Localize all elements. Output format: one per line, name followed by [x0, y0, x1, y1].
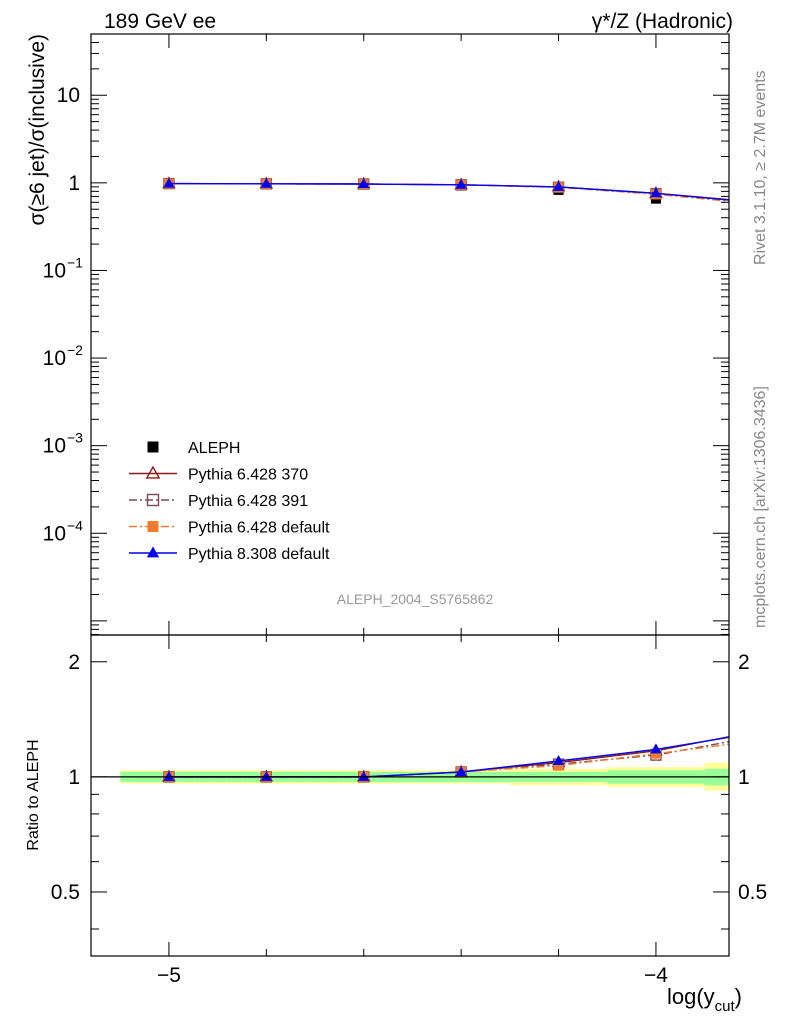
y-tick-label: 10	[43, 347, 66, 370]
ratio-series-2	[163, 736, 758, 782]
y-tick-label-exponent: −4	[67, 517, 83, 533]
header-left-label: 189 GeV ee	[104, 10, 216, 33]
series-line	[168, 182, 729, 201]
analysis-id-label: ALEPH_2004_S5765862	[337, 591, 494, 607]
legend-entry-1: Pythia 6.428 370	[129, 465, 308, 484]
ratio-data-point	[748, 732, 758, 742]
top-frame	[90, 33, 730, 636]
ratio-data-point	[553, 760, 564, 771]
data-point	[260, 177, 272, 188]
ratio-data-point	[748, 736, 758, 746]
ratio-data-point	[358, 770, 370, 781]
y-tick-label-exponent: −3	[67, 430, 83, 446]
legend-entry-3: Pythia 6.428 default	[129, 520, 330, 537]
data-point	[552, 180, 565, 191]
legend-label: ALEPH	[188, 440, 240, 457]
series-0	[163, 178, 661, 204]
top-y-axis-title: σ(≥6 jet)/σ(inclusive)	[26, 34, 49, 225]
legend-label: Pythia 6.428 default	[188, 520, 330, 537]
x-tick-label: −4	[644, 964, 668, 987]
ratio-y-tick-label: 0.5	[51, 881, 80, 904]
legend-entry-4: Pythia 8.308 default	[129, 546, 330, 563]
ratio-y-axis-title: Ratio to ALEPH	[25, 739, 42, 850]
series-3	[163, 178, 729, 202]
series-line	[168, 182, 729, 201]
ratio-data-point	[455, 766, 467, 776]
mcplots-label: mcplots.cern.ch [arXiv:1306.3436]	[752, 386, 769, 628]
rivet-version-label: Rivet 3.1.10, ≥ 2.7M events	[752, 70, 769, 265]
ratio-frame	[90, 634, 730, 957]
ratio-y-tick-label: 1	[68, 766, 80, 789]
ratio-data-point	[163, 770, 175, 781]
header-right-label: γ*/Z (Hadronic)	[592, 10, 733, 33]
ratio-y-tick-label: 2	[68, 651, 80, 674]
legend-entry-2: Pythia 6.428 391	[129, 493, 308, 510]
y-tick-label-exponent: −2	[67, 342, 83, 358]
legend-label: Pythia 6.428 370	[188, 467, 308, 484]
ratio-data-point	[260, 770, 272, 781]
ratio-y-tick-label-right: 2	[738, 651, 750, 674]
ratio-y-tick-label-right: 0.5	[738, 881, 767, 904]
y-tick-label: 10	[43, 259, 66, 282]
y-tick-label: 1	[68, 172, 80, 195]
legend-entry-0: ALEPH	[147, 440, 240, 457]
series-2	[163, 177, 729, 201]
series-4	[163, 177, 729, 201]
ratio-uncertainty-bands	[120, 762, 729, 791]
legend-marker	[147, 521, 159, 532]
legend: ALEPH Pythia 6.428 370 Pythia 6.428 391 Pyt…	[129, 440, 330, 563]
ratio-data-point	[748, 726, 759, 736]
legend-marker	[146, 493, 160, 507]
legend-marker	[145, 465, 161, 479]
legend-marker	[146, 546, 160, 558]
legend-label: Pythia 8.308 default	[188, 546, 330, 563]
y-tick-label: 10	[57, 84, 80, 107]
ratio-data-point	[650, 748, 661, 759]
data-point	[163, 177, 175, 188]
legend-marker	[147, 441, 159, 453]
ratio-series-3	[163, 727, 759, 781]
y-tick-label: 10	[43, 522, 66, 545]
y-tick-label-exponent: −1	[67, 254, 83, 270]
legend-label: Pythia 6.428 391	[188, 493, 308, 510]
ratio-y-tick-label-right: 1	[738, 766, 750, 789]
data-point	[650, 187, 662, 198]
y-tick-label: 10	[43, 435, 66, 458]
ratio-data-point	[748, 727, 759, 737]
ratio-series-line	[168, 743, 729, 778]
ratio-series-line	[168, 736, 729, 778]
ratio-data-point	[650, 743, 662, 754]
series-1	[162, 176, 729, 201]
series-line	[168, 182, 729, 202]
x-axis-title: log(ycut)	[667, 984, 742, 1015]
data-point	[455, 178, 467, 189]
series-line	[168, 182, 729, 201]
ratio-data-point	[552, 755, 565, 766]
data-point	[358, 178, 370, 188]
top-series-group	[162, 176, 729, 204]
x-tick-label: −5	[157, 964, 181, 987]
